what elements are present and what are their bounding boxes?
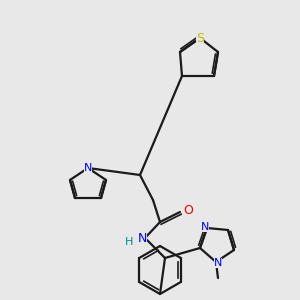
Text: N: N — [201, 222, 209, 232]
Text: N: N — [137, 232, 147, 244]
Text: N: N — [214, 258, 222, 268]
Text: H: H — [125, 237, 133, 247]
Text: S: S — [196, 32, 204, 44]
Text: O: O — [183, 205, 193, 218]
Text: N: N — [84, 163, 92, 173]
